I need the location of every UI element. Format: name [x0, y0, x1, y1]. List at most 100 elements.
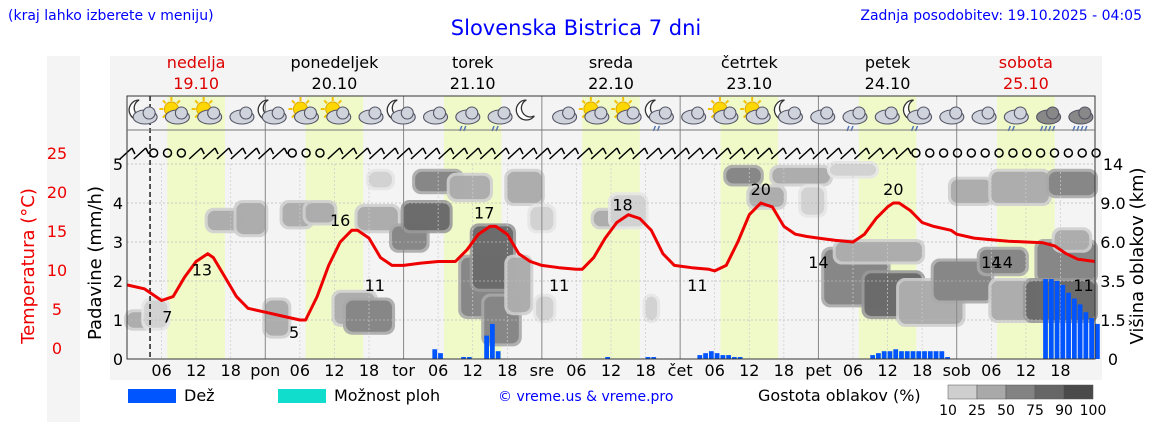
wind-barb-shaft — [479, 147, 493, 160]
precip-bar — [697, 355, 703, 359]
hour-tick: 12 — [877, 361, 897, 380]
cloud-puff — [658, 106, 672, 120]
wind-barb-shaft — [382, 147, 396, 160]
wind-barb — [826, 147, 843, 160]
moon-cloud-icon — [128, 99, 158, 125]
rain-cloud-icon — [1003, 106, 1029, 132]
wind-barb — [327, 147, 344, 160]
sun-cloud-icon — [191, 97, 223, 125]
wind-barb-feather — [560, 147, 566, 155]
wind-barb — [756, 147, 774, 160]
temperature-label: 14 — [808, 253, 828, 272]
wind-barb — [701, 147, 718, 160]
day-abbr-tick: sob — [943, 361, 971, 380]
wind-barb-shaft — [798, 147, 812, 160]
cloud-puff — [368, 106, 382, 120]
precip-bar — [893, 349, 899, 359]
density-legend-tick: 25 — [968, 403, 986, 419]
wind-barb — [798, 147, 815, 160]
plot-frame — [126, 95, 1096, 360]
precip-bar — [933, 351, 939, 359]
cloud-puff — [432, 106, 447, 120]
wind-barb-feather — [699, 147, 704, 155]
wind-barb-shaft — [673, 147, 687, 160]
day-name: sreda — [589, 53, 633, 72]
wind-barb-shaft — [438, 147, 452, 160]
moon-rain-icon — [902, 99, 933, 132]
cloud-height-tick: 1.5 — [1100, 311, 1125, 330]
wind-barb-feather — [810, 147, 815, 155]
precip-tick: 2 — [113, 272, 123, 291]
wind-barb — [853, 147, 871, 160]
credit-link[interactable]: © vreme.us & vreme.pro — [498, 389, 674, 405]
hour-tick: 18 — [221, 361, 241, 380]
wind-calm-symbol — [1063, 148, 1074, 158]
cloud-icon — [358, 106, 384, 125]
legend-rain-swatch — [128, 389, 176, 403]
cloud-puff — [465, 106, 479, 120]
density-legend-tick: 75 — [1026, 403, 1044, 419]
wind-barb-feather — [616, 147, 621, 155]
precip-tick: 1 — [113, 311, 123, 330]
cloud-blob — [472, 226, 514, 289]
sun-ray — [628, 99, 633, 105]
wind-barb-feather — [242, 147, 247, 155]
day-name: četrtek — [721, 53, 779, 72]
cloud-puff — [755, 106, 769, 120]
temperature-label: 20 — [883, 180, 903, 199]
day-name: torek — [452, 53, 494, 72]
wind-barb — [729, 147, 746, 160]
wind-barb-shaft — [493, 147, 507, 160]
wind-barb-feather — [408, 147, 413, 155]
wind-barb — [867, 147, 884, 160]
wind-calm-symbol — [938, 148, 949, 158]
wind-barb-feather — [339, 147, 344, 155]
wind-barb — [659, 147, 677, 160]
sun-ray — [710, 99, 715, 105]
wind-barb-shaft — [410, 147, 424, 160]
precip-bar — [904, 351, 910, 359]
wind-barb-shaft — [867, 147, 881, 160]
temperature-label: 7 — [162, 307, 172, 326]
precip-bar — [1083, 312, 1089, 359]
wind-barb — [355, 147, 372, 160]
cloud-blob — [507, 257, 531, 313]
cloud-blob — [645, 296, 658, 320]
precip-bar — [703, 353, 708, 359]
wind-barb-feather — [214, 147, 219, 155]
wind-barb-feather — [353, 147, 358, 155]
wind-barb-shaft — [341, 147, 355, 160]
cloud-blob — [369, 171, 393, 188]
wind-barb — [452, 147, 469, 160]
hour-tick: 18 — [912, 361, 932, 380]
hour-tick: 06 — [981, 361, 1001, 380]
wind-calm-symbol — [994, 148, 1004, 158]
wind-barb-shaft — [452, 147, 466, 160]
page-title: Slovenska Bistrica 7 dni — [450, 16, 702, 40]
cloud-puff — [852, 106, 866, 120]
cloud-puff — [1013, 106, 1027, 120]
cloud-blob — [991, 171, 1049, 203]
cloud-blob — [449, 175, 490, 200]
precip-bar — [732, 357, 737, 359]
wind-barb — [493, 147, 510, 160]
moon-cloud-icon — [773, 99, 804, 125]
wind-barb-feather — [255, 147, 261, 155]
wind-barb — [535, 147, 552, 160]
wind-barb-feather — [436, 147, 441, 155]
wind-calm-symbol — [952, 148, 963, 158]
day-date: 20.10 — [312, 74, 358, 93]
wind-barb-shaft — [687, 147, 701, 160]
density-legend-swatch — [947, 384, 978, 400]
wind-barb-shaft — [853, 147, 867, 160]
wind-barb-shaft — [133, 147, 147, 160]
sun-ray — [595, 99, 601, 105]
sun-ray — [194, 99, 199, 105]
wind-barb — [604, 147, 621, 160]
precip-bar — [432, 349, 438, 359]
precip-tick: 0 — [113, 350, 123, 369]
hour-tick: 12 — [186, 361, 206, 380]
wind-barb — [271, 147, 289, 160]
wind-barb-feather — [588, 147, 593, 155]
wind-barb — [549, 147, 566, 160]
